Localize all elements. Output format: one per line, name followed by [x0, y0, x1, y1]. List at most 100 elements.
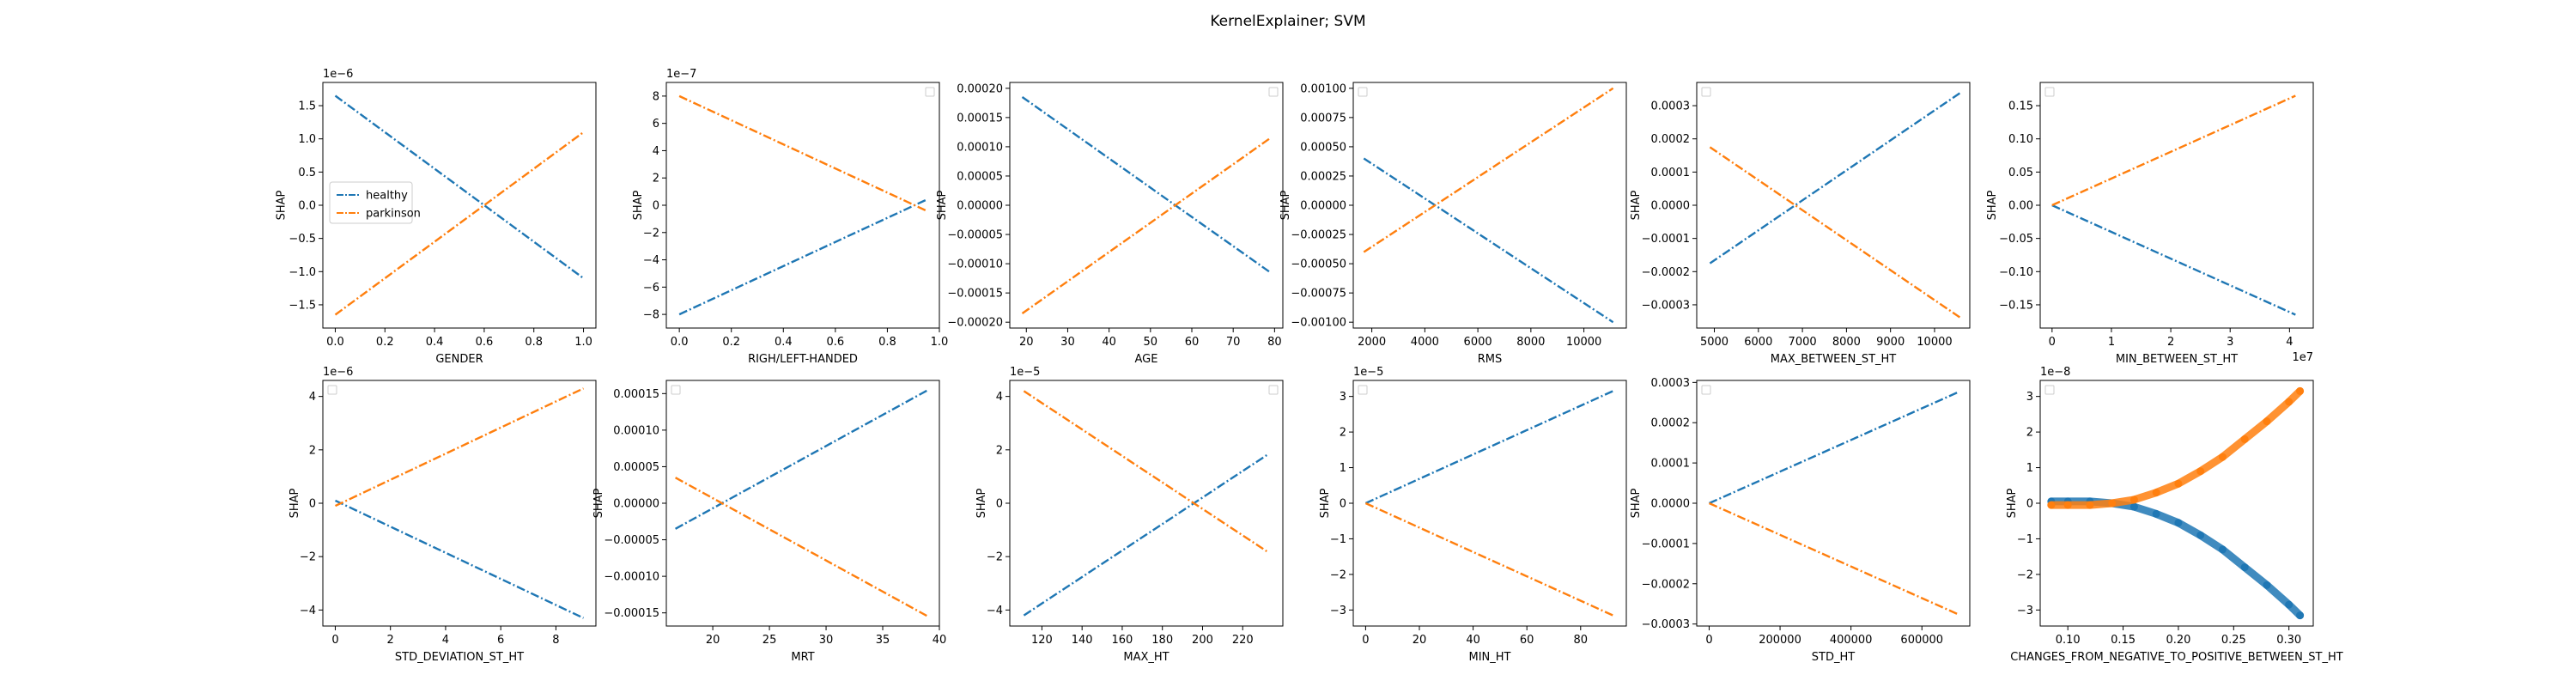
y-tick-label: −0.00025	[1291, 229, 1346, 242]
series-line-parkinson	[1709, 502, 1958, 615]
x-tick-label: 0	[2049, 336, 2056, 349]
y-tick-label: 0	[1340, 498, 1346, 511]
y-tick-label: −0.0001	[1642, 233, 1690, 246]
x-tick-label: 80	[1267, 336, 1282, 349]
empty-legend-box	[1268, 87, 1279, 97]
point-cloud-band	[2047, 386, 2305, 509]
y-tick-label: 0.00015	[957, 112, 1003, 125]
y-tick-label: 2	[996, 444, 1003, 457]
y-tick-label: −6	[643, 282, 659, 295]
series-line-healthy	[334, 94, 585, 279]
series-line-parkinson	[1021, 137, 1272, 314]
y-tick-label: −0.00050	[1291, 258, 1346, 271]
x-tick-label: 0.25	[2221, 634, 2246, 647]
series-line-healthy	[334, 499, 585, 619]
axes-frame	[1696, 82, 1971, 329]
y-tick-label: 0.10	[2008, 133, 2033, 146]
data-point	[2296, 611, 2305, 620]
y-tick-label: 0.00015	[613, 388, 659, 401]
x-axis-label: STD_HT	[1812, 651, 1855, 664]
x-tick-label: 30	[819, 634, 834, 647]
series-line-parkinson	[334, 387, 585, 508]
series-line-parkinson	[1363, 87, 1614, 253]
x-tick-label: 0.2	[376, 336, 394, 349]
y-tick-label: −4	[300, 605, 316, 617]
y-tick-label: 4	[653, 145, 659, 158]
empty-legend-box	[327, 385, 337, 395]
y-tick-label: 0.0002	[1651, 133, 1691, 146]
y-tick-label: 3	[1340, 391, 1346, 404]
y-tick-label: 0.00010	[957, 141, 1003, 154]
y-axis-label: SHAP	[1319, 488, 1332, 518]
series-line-parkinson	[1709, 146, 1962, 319]
y-tick-label: 0.00010	[613, 424, 659, 437]
x-tick-label: 0	[331, 634, 338, 647]
y-tick-label: 2	[653, 173, 659, 185]
y-axis-label: SHAP	[1630, 190, 1643, 220]
data-point	[2263, 417, 2271, 426]
series-line-parkinson	[2051, 94, 2296, 207]
y-axis-label: SHAP	[1630, 488, 1643, 518]
y-tick-label: −2	[1330, 568, 1346, 581]
x-offset-multiplier: 1e7	[2292, 351, 2313, 364]
data-point	[2086, 501, 2094, 509]
data-point	[2285, 600, 2293, 609]
y-tick-label: −0.00005	[604, 534, 659, 547]
x-tick-label: 4	[2286, 336, 2293, 349]
y-tick-label: −0.00010	[947, 258, 1003, 271]
x-tick-label: 0.20	[2166, 634, 2190, 647]
series-line-parkinson	[675, 477, 929, 617]
y-offset-multiplier: 1e−5	[1353, 366, 1383, 379]
x-tick-label: 3	[2227, 336, 2233, 349]
x-tick-label: 1	[2108, 336, 2115, 349]
x-tick-label: 20	[1019, 336, 1034, 349]
x-tick-label: 10000	[1566, 336, 1601, 349]
x-tick-label: 2000	[1358, 336, 1386, 349]
y-tick-label: −0.00100	[1291, 317, 1346, 330]
x-tick-label: 60	[1520, 634, 1534, 647]
series-line-healthy	[1364, 390, 1613, 505]
data-point	[2129, 495, 2138, 504]
data-point	[2296, 386, 2305, 395]
x-tick-label: 60	[1185, 336, 1200, 349]
empty-legend-box	[1701, 385, 1711, 395]
x-tick-label: 4	[442, 634, 449, 647]
x-tick-label: 6000	[1744, 336, 1772, 349]
y-tick-label: 0.00	[2008, 200, 2033, 213]
subplot-9: 120 140 160 180 200 220 −4 −2 0 2 4 MAX_HT SHAP 1e−5	[975, 366, 1284, 664]
empty-legend-box	[1268, 385, 1279, 395]
y-tick-label: −8	[643, 309, 659, 322]
y-tick-label: 2	[2026, 427, 2033, 440]
x-tick-label: 0.0	[671, 336, 689, 349]
axes-frame	[1009, 380, 1284, 627]
x-tick-label: 8000	[1516, 336, 1545, 349]
x-tick-label: 1.0	[931, 336, 949, 349]
y-tick-label: −0.15	[1999, 299, 2033, 312]
data-point	[2174, 479, 2183, 488]
x-tick-label: 6000	[1464, 336, 1492, 349]
x-tick-label: 0.6	[827, 336, 845, 349]
y-tick-label: 6	[653, 118, 659, 131]
x-tick-label: 200000	[1759, 634, 1801, 647]
y-tick-label: 0	[309, 498, 316, 511]
axes-frame	[2039, 82, 2314, 329]
empty-legend-box	[925, 87, 935, 97]
x-tick-label: 2	[387, 634, 394, 647]
y-tick-label: 0.00000	[1300, 200, 1346, 213]
empty-legend-box	[2044, 87, 2055, 97]
y-tick-label: 0.00100	[1300, 82, 1346, 95]
empty-legend-box	[1358, 87, 1368, 97]
series-line-parkinson	[334, 131, 585, 316]
y-tick-label: 2	[309, 444, 316, 457]
y-tick-label: −0.5	[289, 233, 316, 246]
x-tick-label: 50	[1144, 336, 1158, 349]
y-tick-label: 3	[2026, 391, 2033, 404]
x-tick-label: 0.4	[426, 336, 444, 349]
y-tick-label: −0.0003	[1642, 618, 1690, 631]
x-axis-label: MIN_BETWEEN_ST_HT	[2116, 353, 2238, 366]
x-tick-label: 0.8	[525, 336, 543, 349]
x-tick-label: 25	[762, 634, 777, 647]
subplot-11: 0 200000 400000 600000 −0.0003 −0.0002 −0.0001…	[1630, 377, 1971, 664]
x-tick-label: 200	[1192, 634, 1213, 647]
x-tick-label: 10000	[1917, 336, 1952, 349]
